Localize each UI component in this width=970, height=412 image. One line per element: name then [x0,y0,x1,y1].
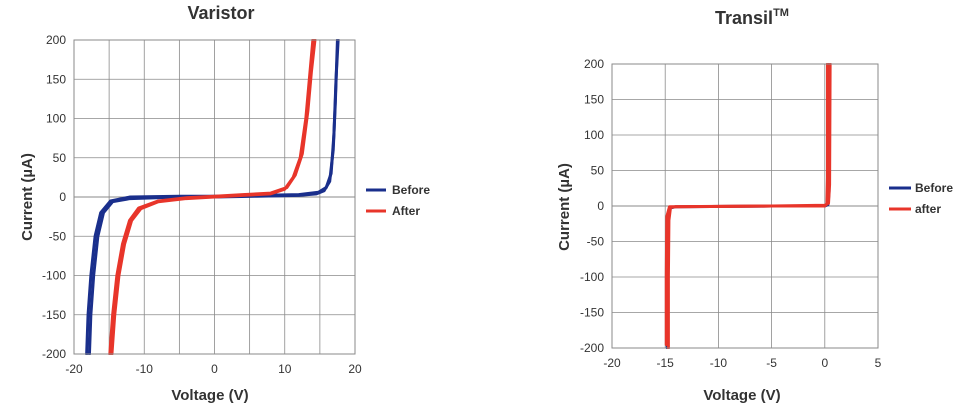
transil-legend-after: after [915,202,941,216]
varistor-y-tick-label: 150 [46,72,66,86]
transil-title: TransilTM [715,7,789,28]
transil-x-tick-label: -5 [766,356,777,370]
varistor-x-tick-label: 20 [348,362,362,376]
varistor-x-axis-label: Voltage (V) [171,387,248,404]
transil-y-tick-label: 0 [597,199,604,213]
transil-x-axis-label: Voltage (V) [703,387,780,404]
transil-x-tick-labels: -20 -15 -10 -5 0 5 [603,356,881,370]
transil-y-tick-label: 50 [591,164,605,178]
transil-y-tick-label: 150 [584,93,604,107]
varistor-y-tick-label: 0 [59,190,66,204]
varistor-y-tick-label: -150 [42,308,66,322]
transil-x-tick-label: 0 [821,356,828,370]
transil-y-tick-label: -150 [580,306,604,320]
varistor-x-tick-label: 10 [278,362,292,376]
transil-series-after-line [664,63,829,346]
transil-x-tick-label: -20 [603,356,621,370]
transil-y-tick-labels: 200 150 100 50 0 -50 -100 -150 -200 [580,57,604,355]
transil-x-tick-label: -15 [657,356,675,370]
varistor-x-tick-label: -10 [136,362,154,376]
varistor-x-tick-labels: -20 -10 0 10 20 [65,362,362,376]
transil-y-tick-label: -200 [580,341,604,355]
transil-curves [664,63,832,349]
varistor-legend-after: After [392,204,420,218]
varistor-y-tick-label: -100 [42,269,66,283]
transil-y-axis-label: Current (µA) [556,163,573,251]
varistor-plot-frame [73,39,356,355]
varistor-y-tick-label: -200 [42,347,66,361]
varistor-title: Varistor [187,3,254,23]
transil-legend-before: Before [915,181,953,195]
varistor-x-tick-label: -20 [65,362,83,376]
varistor-x-tick-label: 0 [211,362,218,376]
transil-title-superscript: TM [773,7,789,19]
varistor-y-tick-label: -50 [49,229,67,243]
varistor-legend: Before After [366,183,430,218]
transil-title-main: Transil [715,8,773,28]
varistor-legend-before: Before [392,183,430,197]
transil-x-tick-label: -10 [710,356,728,370]
transil-y-tick-label: 100 [584,128,604,142]
varistor-y-tick-labels: 200 150 100 50 0 -50 -100 -150 -200 [42,33,66,361]
transil-x-tick-label: 5 [875,356,882,370]
transil-plot-frame [611,63,879,349]
varistor-y-tick-label: 50 [53,151,67,165]
varistor-series-after-line [108,39,317,355]
varistor-y-tick-label: 200 [46,33,66,47]
transil-legend: Before after [889,181,953,216]
varistor-y-tick-label: 100 [46,112,66,126]
transil-y-tick-label: -50 [587,235,605,249]
varistor-curves [85,39,340,355]
transil-y-tick-label: -100 [580,270,604,284]
transil-y-tick-label: 200 [584,57,604,71]
varistor-y-axis-label: Current (µA) [19,153,36,241]
